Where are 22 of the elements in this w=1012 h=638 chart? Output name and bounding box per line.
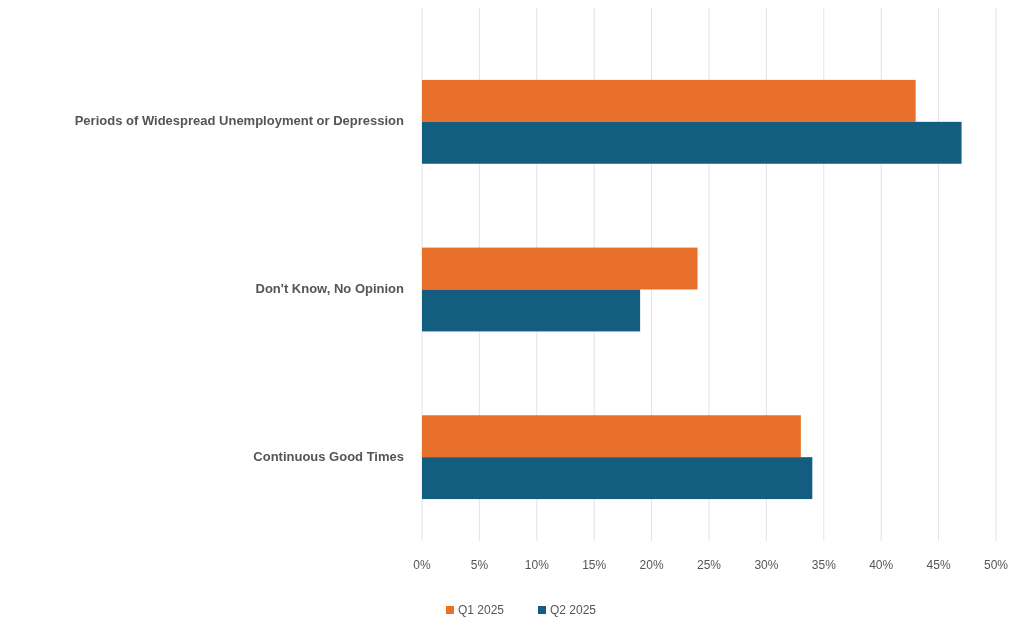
bar bbox=[422, 79, 916, 122]
x-tick-label: 15% bbox=[582, 558, 607, 572]
y-tick-label: Don't Know, No Opinion bbox=[255, 280, 405, 296]
bar bbox=[422, 457, 813, 500]
y-tick-label: Continuous Good Times bbox=[253, 448, 404, 464]
bar bbox=[422, 121, 962, 164]
bar bbox=[422, 247, 698, 290]
x-tick-label: 10% bbox=[524, 558, 550, 572]
x-tick-label: 5% bbox=[470, 558, 489, 572]
bar bbox=[422, 415, 801, 458]
bar bbox=[422, 289, 641, 332]
x-tick-label: 50% bbox=[983, 558, 1009, 572]
x-tick-label: 40% bbox=[869, 558, 894, 572]
x-tick-label: 20% bbox=[639, 558, 664, 572]
x-tick-label: 30% bbox=[754, 558, 779, 572]
y-tick-label: Periods of Widespread Unemployment or Depression bbox=[74, 113, 405, 129]
x-tick-label: 25% bbox=[696, 558, 722, 572]
x-tick-label: 0% bbox=[413, 558, 431, 572]
x-tick-label: 35% bbox=[811, 558, 837, 572]
legend-label: Q2 2025 bbox=[550, 603, 597, 618]
x-tick-label: 45% bbox=[926, 558, 951, 572]
legend-label: Q1 2025 bbox=[458, 603, 505, 618]
